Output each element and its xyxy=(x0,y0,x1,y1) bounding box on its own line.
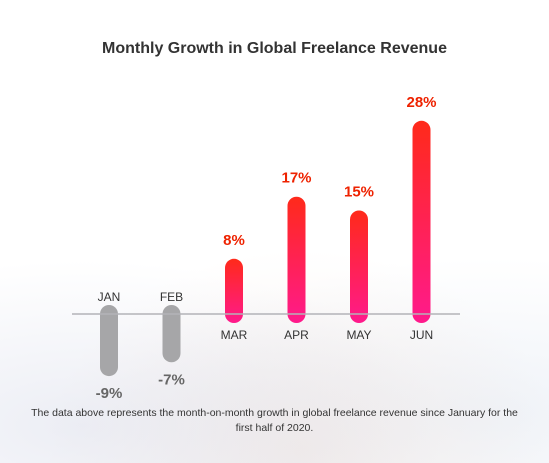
bar-jun xyxy=(412,120,431,323)
tick-label-jun: JUN xyxy=(410,328,433,342)
chart-title: Monthly Growth in Global Freelance Reven… xyxy=(102,40,447,57)
data-label-apr: 17% xyxy=(281,170,311,187)
data-label-jan: -9% xyxy=(96,385,123,402)
data-label-may: 15% xyxy=(344,184,374,201)
bar-apr xyxy=(287,196,306,323)
tick-label-feb: FEB xyxy=(160,290,183,304)
tick-label-apr: APR xyxy=(284,328,309,342)
bar-mar xyxy=(225,258,243,323)
bar-feb xyxy=(162,305,181,363)
data-label-mar: 8% xyxy=(223,232,245,249)
bar-jan xyxy=(100,305,118,377)
data-label-jun: 28% xyxy=(406,94,436,111)
chart-footnote: The data above represents the month-on-m… xyxy=(31,407,518,434)
tick-label-jan: JAN xyxy=(98,290,121,304)
data-label-feb: -7% xyxy=(158,371,185,388)
bar-may xyxy=(350,210,368,323)
tick-label-may: MAY xyxy=(346,328,371,342)
tick-label-mar: MAR xyxy=(221,328,248,342)
